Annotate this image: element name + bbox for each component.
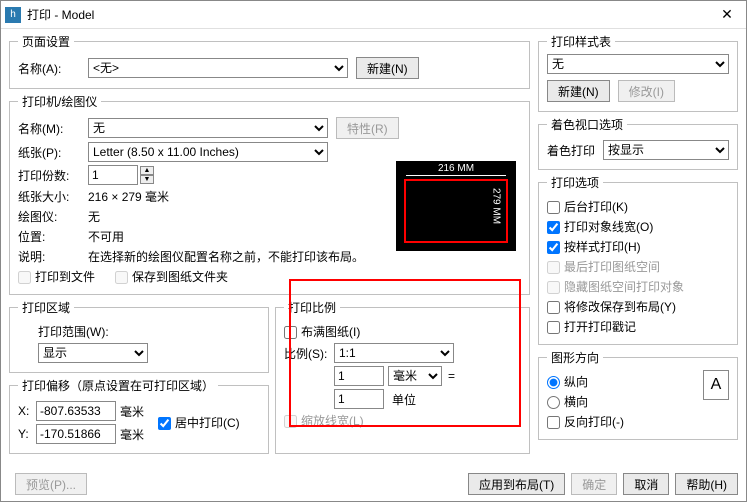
ok-button[interactable]: 确定 xyxy=(571,473,617,495)
options-group: 打印选项 后台打印(K) 打印对象线宽(O) 按样式打印(H) 最后打印图纸空间… xyxy=(538,174,738,345)
paper-select[interactable]: Letter (8.50 x 11.00 Inches) xyxy=(88,142,328,162)
print-area-legend: 打印区域 xyxy=(18,299,74,316)
cancel-button[interactable]: 取消 xyxy=(623,473,669,495)
plotter-value: 无 xyxy=(88,208,100,225)
save-folder-check[interactable] xyxy=(115,271,128,284)
y-unit: 毫米 xyxy=(120,426,144,443)
scale-num1-input[interactable] xyxy=(334,366,384,386)
location-value: 不可用 xyxy=(88,228,124,245)
print-to-file-label[interactable]: 打印到文件 xyxy=(18,268,95,285)
preview-width-text: 216 MM xyxy=(396,163,516,174)
opt-save-check[interactable] xyxy=(547,301,560,314)
opt-lw-check[interactable] xyxy=(547,221,560,234)
printer-props-button[interactable]: 特性(R) xyxy=(336,117,399,139)
range-select[interactable]: 显示 xyxy=(38,343,148,363)
paper-label: 纸张(P): xyxy=(18,144,88,161)
page-name-label: 名称(A): xyxy=(18,60,88,77)
opt-bg-check[interactable] xyxy=(547,201,560,214)
offset-group: 打印偏移（原点设置在可打印区域） X: 毫米 Y: xyxy=(9,377,269,454)
shade-label: 着色打印 xyxy=(547,142,603,159)
page-new-button[interactable]: 新建(N) xyxy=(356,57,419,79)
center-check[interactable] xyxy=(158,417,171,430)
opt-style-label[interactable]: 按样式打印(H) xyxy=(547,238,641,255)
scale-legend: 打印比例 xyxy=(284,299,340,316)
reverse-label[interactable]: 反向打印(-) xyxy=(547,413,624,430)
opt-lw-label[interactable]: 打印对象线宽(O) xyxy=(547,218,653,235)
orient-legend: 图形方向 xyxy=(547,349,603,366)
copies-input[interactable] xyxy=(88,165,138,185)
eq-label: = xyxy=(448,369,455,383)
y-label: Y: xyxy=(18,427,36,441)
app-icon: h xyxy=(5,7,21,23)
page-name-select[interactable]: <无> xyxy=(88,58,348,78)
copies-spinner[interactable]: ▲▼ xyxy=(140,166,154,184)
print-to-file-check[interactable] xyxy=(18,271,31,284)
preview-height-text: 279 MM xyxy=(490,188,501,224)
ratio-select[interactable]: 1:1 xyxy=(334,343,454,363)
landscape-label[interactable]: 横向 xyxy=(547,393,588,410)
printer-name-label: 名称(M): xyxy=(18,120,88,137)
copies-label: 打印份数: xyxy=(18,167,88,184)
orient-group: 图形方向 纵向 横向 反向打印(-) A xyxy=(538,349,738,440)
options-legend: 打印选项 xyxy=(547,174,603,191)
page-setup-group: 页面设置 名称(A): <无> 新建(N) xyxy=(9,33,530,89)
scale-unit2-label: 单位 xyxy=(392,391,416,408)
printer-legend: 打印机/绘图仪 xyxy=(18,93,101,110)
scale-unit1-select[interactable]: 毫米 xyxy=(388,366,442,386)
viewport-legend: 着色视口选项 xyxy=(547,116,627,133)
scale-group: 打印比例 布满图纸(I) 比例(S): 1:1 毫米 = 单位 xyxy=(275,299,530,454)
y-input[interactable] xyxy=(36,424,116,444)
scale-lw-label[interactable]: 缩放线宽(L) xyxy=(284,412,364,429)
opt-style-check[interactable] xyxy=(547,241,560,254)
opt-stamp-check[interactable] xyxy=(547,321,560,334)
opt-bg-label[interactable]: 后台打印(K) xyxy=(547,198,628,215)
portrait-label[interactable]: 纵向 xyxy=(547,373,588,390)
papersize-label: 纸张大小: xyxy=(18,188,88,205)
styles-new-button[interactable]: 新建(N) xyxy=(547,80,610,102)
plotter-label: 绘图仪: xyxy=(18,208,88,225)
scale-lw-check[interactable] xyxy=(284,415,297,428)
papersize-value: 216 × 279 毫米 xyxy=(88,188,169,205)
preview-button[interactable]: 预览(P)... xyxy=(15,473,87,495)
save-folder-label[interactable]: 保存到图纸文件夹 xyxy=(115,268,228,285)
desc-label: 说明: xyxy=(18,248,88,265)
titlebar: h 打印 - Model ✕ xyxy=(1,1,746,29)
printer-name-select[interactable]: 无 xyxy=(88,118,328,138)
opt-save-label[interactable]: 将修改保存到布局(Y) xyxy=(547,298,676,315)
print-area-group: 打印区域 打印范围(W): 显示 xyxy=(9,299,269,373)
styles-select[interactable]: 无 xyxy=(547,54,729,74)
opt-hide-label[interactable]: 隐藏图纸空间打印对象 xyxy=(547,278,684,295)
apply-button[interactable]: 应用到布局(T) xyxy=(468,473,565,495)
reverse-check[interactable] xyxy=(547,416,560,429)
ratio-label: 比例(S): xyxy=(284,345,334,362)
x-label: X: xyxy=(18,404,36,418)
window-title: 打印 - Model xyxy=(27,6,712,23)
opt-paperspace-label[interactable]: 最后打印图纸空间 xyxy=(547,258,660,275)
opt-paperspace-check[interactable] xyxy=(547,261,560,274)
close-button[interactable]: ✕ xyxy=(712,6,742,23)
opt-hide-check[interactable] xyxy=(547,281,560,294)
viewport-group: 着色视口选项 着色打印 按显示 xyxy=(538,116,738,170)
shade-select[interactable]: 按显示 xyxy=(603,140,729,160)
center-label[interactable]: 居中打印(C) xyxy=(158,414,240,431)
paper-preview: 216 MM 279 MM xyxy=(396,161,516,251)
portrait-radio[interactable] xyxy=(547,376,560,389)
range-label: 打印范围(W): xyxy=(38,323,109,340)
scale-num2-input[interactable] xyxy=(334,389,384,409)
location-label: 位置: xyxy=(18,228,88,245)
styles-legend: 打印样式表 xyxy=(547,33,615,50)
opt-stamp-label[interactable]: 打开打印戳记 xyxy=(547,318,636,335)
fit-check[interactable] xyxy=(284,326,297,339)
orient-icon: A xyxy=(703,370,729,400)
page-setup-legend: 页面设置 xyxy=(18,33,74,50)
landscape-radio[interactable] xyxy=(547,396,560,409)
offset-legend: 打印偏移（原点设置在可打印区域） xyxy=(18,377,218,394)
styles-edit-button[interactable]: 修改(I) xyxy=(618,80,675,102)
x-unit: 毫米 xyxy=(120,403,144,420)
x-input[interactable] xyxy=(36,401,116,421)
styles-group: 打印样式表 无 新建(N) 修改(I) xyxy=(538,33,738,112)
fit-label[interactable]: 布满图纸(I) xyxy=(284,323,360,340)
desc-value: 在选择新的绘图仪配置名称之前，不能打印该布局。 xyxy=(88,248,364,265)
help-button[interactable]: 帮助(H) xyxy=(675,473,738,495)
